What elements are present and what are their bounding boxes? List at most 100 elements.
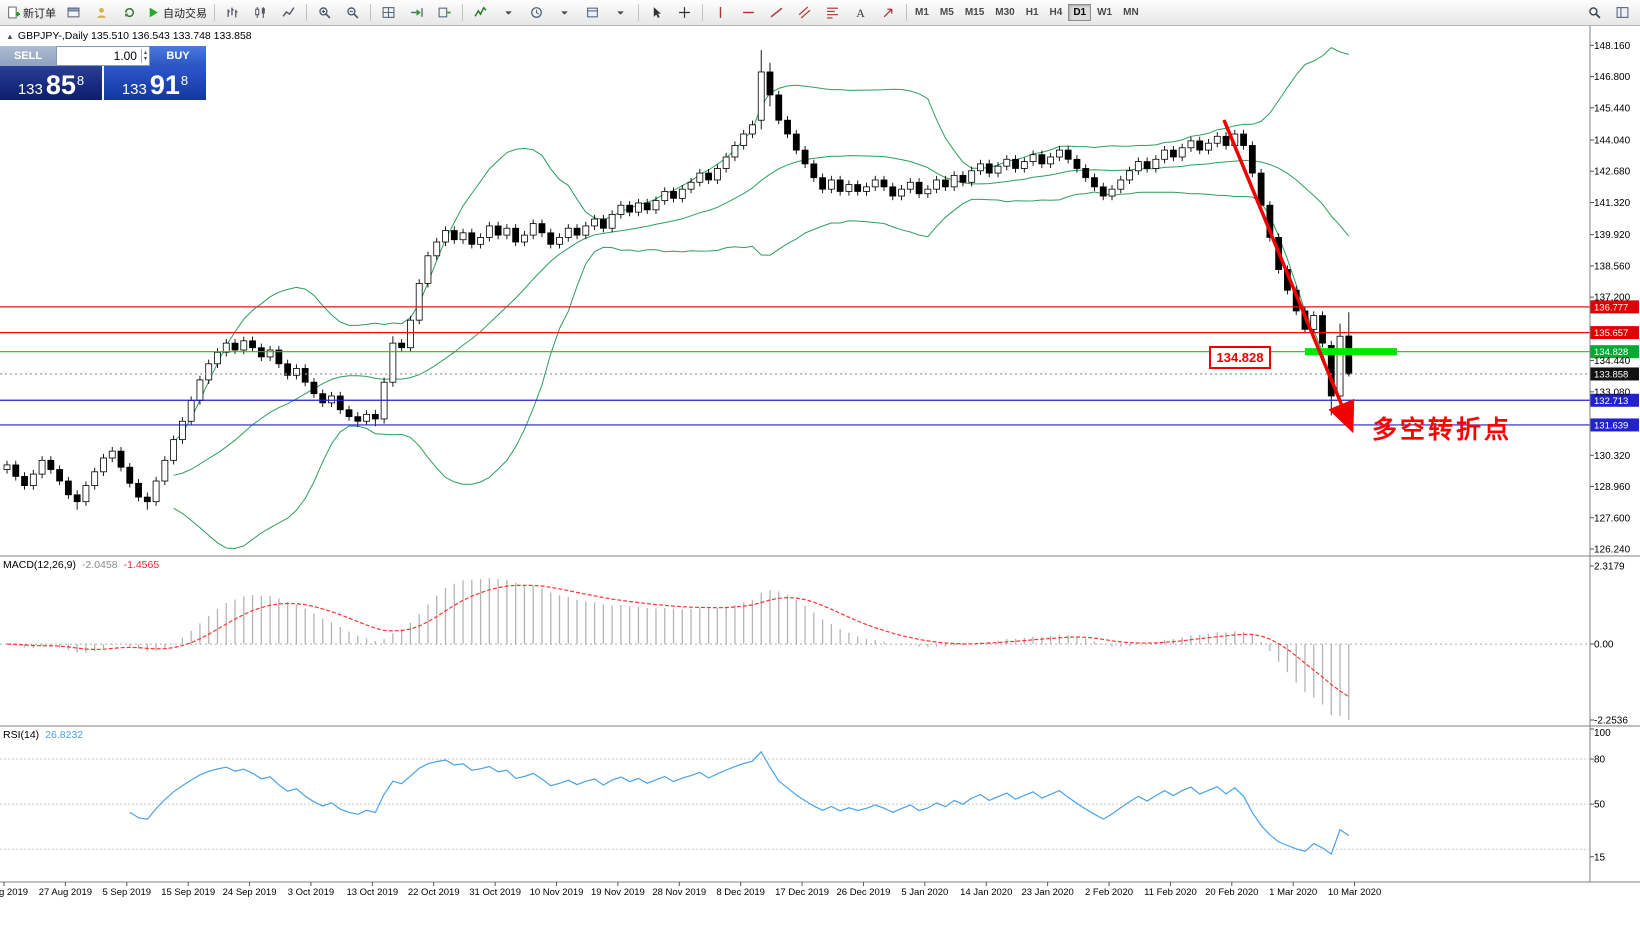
buy-price-big: 133 [121, 81, 147, 98]
svg-text:130.320: 130.320 [1594, 451, 1631, 462]
line-chart-mode-button[interactable] [275, 1, 302, 24]
cursor-icon [653, 7, 661, 18]
templates-button[interactable] [579, 1, 606, 24]
zoom-in-button[interactable] [311, 1, 338, 24]
candlestick-chart-mode-button[interactable] [247, 1, 274, 24]
toolbar-right-buttons [1581, 1, 1636, 24]
auto-trading-button[interactable]: 自动交易 [144, 1, 210, 24]
buy-price-frac: 8 [180, 73, 189, 88]
text-tool-button[interactable]: A [847, 1, 874, 24]
profiles-icon [97, 7, 106, 18]
channel-icon [798, 6, 811, 19]
macd-panel: 2.3179 0.00 -2.2536 [0, 562, 1628, 727]
svg-text:22 Oct 2019: 22 Oct 2019 [408, 887, 460, 898]
autoscroll-icon [411, 8, 423, 17]
auto-scroll-button[interactable] [403, 1, 430, 24]
new-order-button[interactable]: 新订单 [4, 1, 59, 24]
sell-label: SELL [0, 46, 56, 66]
macd-name: MACD(12,26,9) [3, 559, 76, 571]
charts-window-button[interactable] [60, 1, 87, 24]
zoom-out-button[interactable] [339, 1, 366, 24]
volume-value[interactable]: 1.00 [113, 49, 137, 63]
timeframe-m5-button[interactable]: M5 [939, 7, 954, 18]
svg-text:10 Nov 2019: 10 Nov 2019 [530, 887, 584, 898]
svg-text:26 Dec 2019: 26 Dec 2019 [837, 887, 891, 898]
svg-text:20 Feb 2020: 20 Feb 2020 [1205, 887, 1258, 898]
annotation-text[interactable]: 多空转折点 [1372, 416, 1513, 444]
equidistant-channel-button[interactable] [791, 1, 818, 24]
vertical-line-button[interactable] [707, 1, 734, 24]
arrows-tool-button[interactable] [875, 1, 902, 24]
svg-text:139.920: 139.920 [1594, 230, 1631, 241]
timeframe-bar: M1 M5 M15 M30 H1 H4 D1 W1 MN [910, 4, 1144, 21]
candles-icon [255, 7, 265, 18]
refresh-icon [124, 8, 134, 18]
template-icon [587, 7, 598, 18]
timeframe-h4-button[interactable]: H4 [1049, 7, 1063, 18]
svg-text:11 Feb 2020: 11 Feb 2020 [1144, 887, 1197, 898]
svg-text:134.440: 134.440 [1594, 356, 1631, 367]
chart-shift-button[interactable] [431, 1, 458, 24]
svg-text:148.160: 148.160 [1594, 41, 1631, 52]
svg-text:133.858: 133.858 [1594, 369, 1628, 380]
volume-up-arrow[interactable]: ▴ [143, 50, 147, 56]
fibonacci-button[interactable] [819, 1, 846, 24]
toolbar-separator [702, 4, 703, 21]
svg-text:2.3179: 2.3179 [1594, 562, 1625, 573]
volume-field[interactable]: 1.00 ▴ ▾ [56, 46, 150, 66]
search-button[interactable] [1581, 1, 1608, 24]
trend-arrow[interactable] [1222, 119, 1355, 434]
trendline-button[interactable] [763, 1, 790, 24]
templates-dropdown-button[interactable] [607, 1, 634, 24]
chart-symbol-icon: ▲ [6, 31, 14, 41]
svg-text:19 Nov 2019: 19 Nov 2019 [591, 887, 645, 898]
svg-text:100: 100 [1594, 728, 1611, 739]
timeframe-d1-button[interactable]: D1 [1068, 4, 1092, 21]
volume-spinner[interactable]: ▴ ▾ [140, 49, 149, 63]
periods-button[interactable] [523, 1, 550, 24]
svg-text:141.320: 141.320 [1594, 198, 1631, 209]
periods-dropdown-button[interactable] [551, 1, 578, 24]
date-axis: 8 Aug 2019 27 Aug 2019 5 Sep 2019 15 Sep 20… [0, 882, 1381, 898]
profiles-button[interactable] [88, 1, 115, 24]
horizontal-line-button[interactable] [735, 1, 762, 24]
svg-text:136.777: 136.777 [1594, 302, 1628, 313]
timeframe-m1-button[interactable]: M1 [915, 7, 929, 18]
toolbar-separator [638, 4, 639, 21]
cursor-button[interactable] [643, 1, 670, 24]
indicators-icon [474, 6, 487, 17]
timeframe-h1-button[interactable]: H1 [1025, 7, 1039, 18]
toolbar-separator [906, 4, 907, 21]
timeframe-m15-button[interactable]: M15 [964, 7, 985, 18]
tile-windows-button[interactable] [375, 1, 402, 24]
price-axis: 148.160 146.800 145.440 144.040 142.680 141.3… [1590, 41, 1631, 556]
timeframe-mn-button[interactable]: MN [1123, 7, 1139, 18]
chart-profile-button[interactable] [1609, 1, 1636, 24]
sell-price-frac: 8 [76, 73, 85, 88]
buy-button[interactable]: 133 91 8 [104, 66, 206, 100]
svg-text:128.960: 128.960 [1594, 482, 1631, 493]
svg-text:-2.2536: -2.2536 [1594, 716, 1628, 727]
svg-text:28 Nov 2019: 28 Nov 2019 [652, 887, 706, 898]
zoom-in-icon [319, 7, 331, 19]
indicators-button[interactable] [467, 1, 494, 24]
horizontal-price-lines[interactable]: 136.777 135.657 134.828 133.858 132.713 131.6… [0, 300, 1639, 432]
sell-button[interactable]: 133 85 8 [0, 66, 102, 100]
indicators-dropdown-button[interactable] [495, 1, 522, 24]
crosshair-button[interactable] [671, 1, 698, 24]
buy-price-pips: 91 [149, 70, 180, 100]
timeframe-w1-button[interactable]: W1 [1097, 7, 1113, 18]
volume-down-arrow[interactable]: ▾ [143, 56, 147, 62]
fibo-icon [827, 7, 838, 19]
bar-chart-mode-button[interactable] [219, 1, 246, 24]
arrows-icon [883, 8, 893, 18]
timeframe-m30-button[interactable]: M30 [995, 7, 1015, 18]
macd-main-value: -2.0458 [81, 559, 118, 571]
play-icon [149, 7, 158, 18]
refresh-button[interactable] [116, 1, 143, 24]
rsi-name: RSI(14) [3, 729, 40, 741]
chart-area[interactable]: 136.777 135.657 134.828 133.858 132.713 131.6… [0, 26, 1640, 949]
toolbar-separator [462, 4, 463, 21]
price-callout-box[interactable]: 134.828 [1209, 346, 1271, 369]
layout-icon [1616, 7, 1629, 18]
